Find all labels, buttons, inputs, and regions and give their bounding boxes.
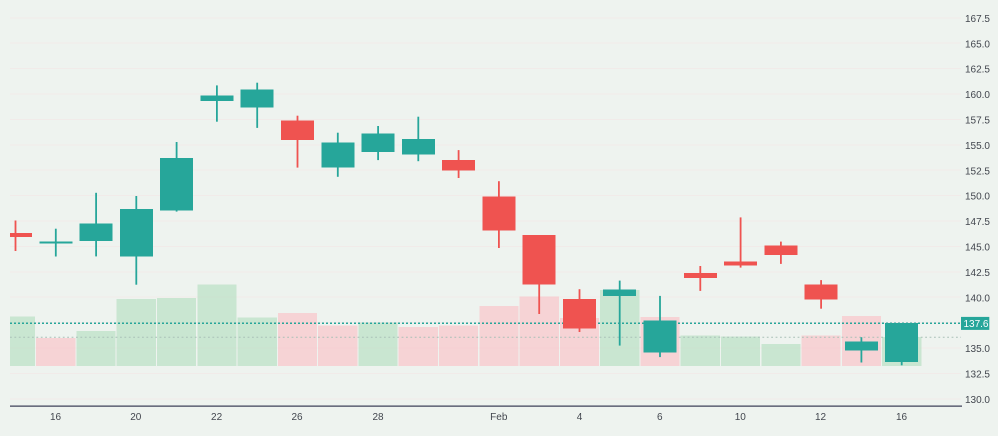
svg-text:6: 6: [657, 412, 663, 423]
svg-text:130.0: 130.0: [965, 395, 990, 406]
svg-text:165.0: 165.0: [965, 39, 990, 50]
svg-text:147.5: 147.5: [965, 217, 990, 228]
svg-text:155.0: 155.0: [965, 141, 990, 152]
svg-text:152.5: 152.5: [965, 166, 990, 177]
svg-text:157.5: 157.5: [965, 116, 990, 127]
svg-text:145.0: 145.0: [965, 243, 990, 254]
svg-text:162.5: 162.5: [965, 65, 990, 76]
svg-text:26: 26: [291, 412, 303, 423]
svg-text:16: 16: [50, 412, 62, 423]
svg-text:137.6: 137.6: [963, 319, 988, 330]
svg-text:4: 4: [577, 412, 583, 423]
svg-text:28: 28: [372, 412, 384, 423]
svg-text:140.0: 140.0: [965, 293, 990, 304]
svg-text:12: 12: [815, 412, 827, 423]
svg-text:135.0: 135.0: [965, 344, 990, 355]
svg-text:10: 10: [735, 412, 747, 423]
svg-text:132.5: 132.5: [965, 370, 990, 381]
svg-text:167.5: 167.5: [965, 14, 990, 25]
svg-text:142.5: 142.5: [965, 268, 990, 279]
svg-text:150.0: 150.0: [965, 192, 990, 203]
svg-text:20: 20: [130, 412, 142, 423]
svg-text:Feb: Feb: [490, 412, 508, 423]
svg-text:160.0: 160.0: [965, 90, 990, 101]
svg-text:16: 16: [896, 412, 908, 423]
svg-text:22: 22: [211, 412, 223, 423]
